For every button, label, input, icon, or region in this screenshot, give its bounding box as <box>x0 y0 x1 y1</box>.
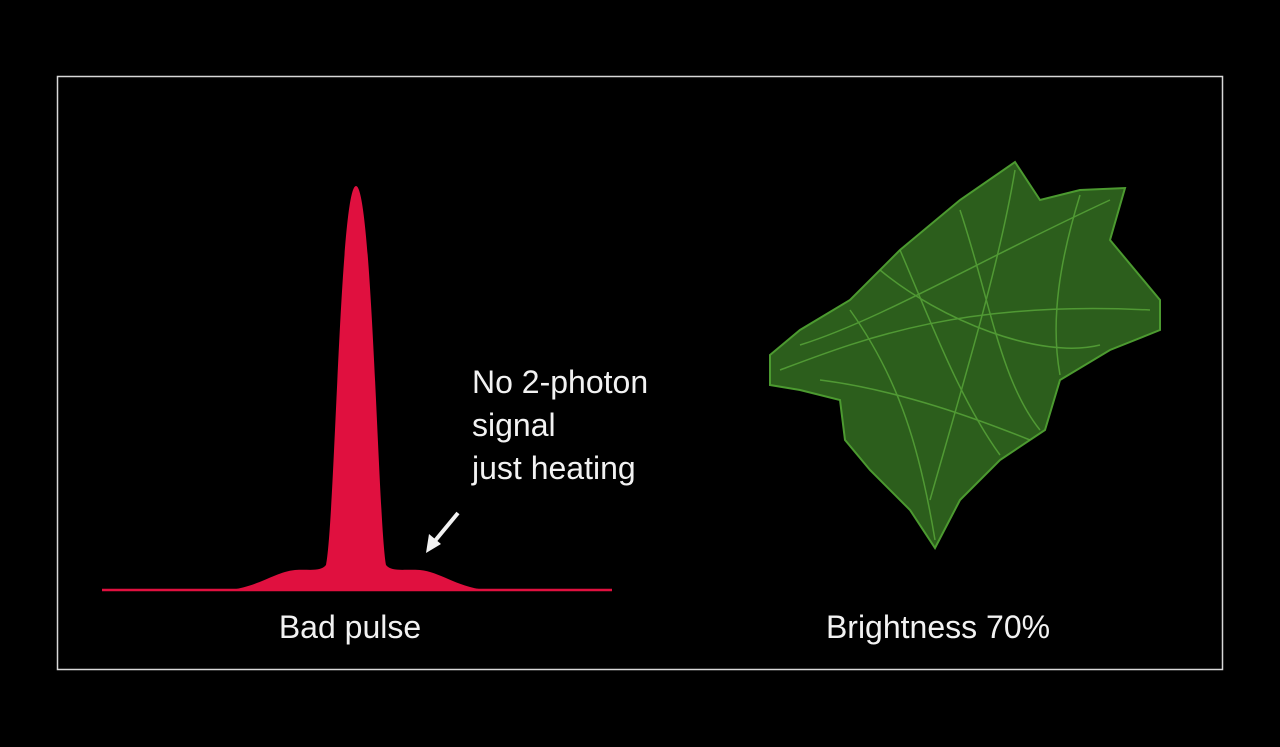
annotation-line: just heating <box>471 450 636 486</box>
annotation-line: No 2-photon <box>472 364 648 400</box>
right-caption: Brightness 70% <box>826 609 1050 645</box>
cell-body <box>769 160 1161 550</box>
cell-fibers <box>779 169 1151 541</box>
frame <box>56 75 1224 671</box>
arrow-shaft <box>432 511 460 544</box>
pulse-shape <box>102 186 612 590</box>
cell-image <box>769 160 1161 550</box>
arrow-head <box>426 534 441 553</box>
annotation-line: signal <box>472 407 556 443</box>
left-caption: Bad pulse <box>279 609 421 645</box>
